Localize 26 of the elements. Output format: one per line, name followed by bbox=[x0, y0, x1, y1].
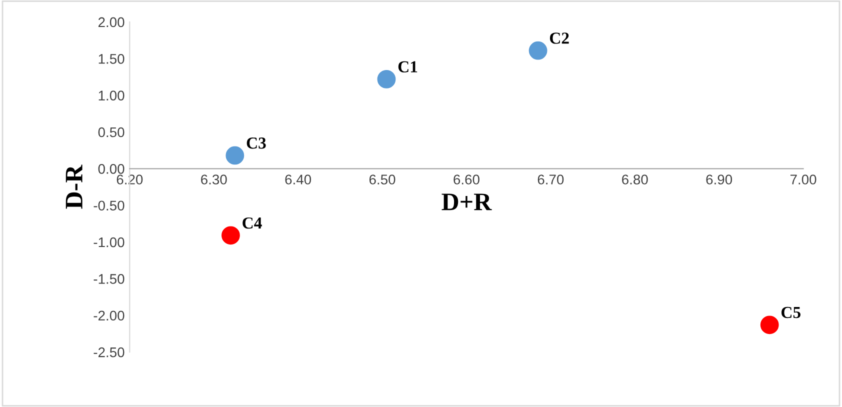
y-tick-label: 0.50 bbox=[98, 127, 124, 138]
x-tick-label: 6.60 bbox=[454, 174, 480, 184]
y-axis-title: D-R bbox=[66, 164, 82, 209]
annotation: C3 bbox=[246, 137, 266, 149]
annotation: C2 bbox=[550, 32, 569, 44]
x-tick-label: 6.20 bbox=[116, 174, 143, 184]
y-tick-label: 1.00 bbox=[98, 90, 124, 100]
x-tick-label: 6.70 bbox=[538, 174, 564, 184]
x-tick-label: 6.30 bbox=[201, 174, 227, 184]
x-tick-label: 6.50 bbox=[369, 174, 396, 184]
x-tick-label: 6.80 bbox=[622, 174, 648, 184]
annotation: C4 bbox=[242, 217, 262, 229]
annotation: C5 bbox=[782, 306, 800, 318]
annotation: C1 bbox=[398, 61, 418, 72]
y-tick-label: -0.50 bbox=[94, 200, 124, 211]
x-tick-label: 6.40 bbox=[285, 174, 312, 184]
y-tick-label: -2.00 bbox=[94, 310, 124, 321]
y-tick-label: 1.50 bbox=[98, 54, 124, 64]
y-tick-label: 0.00 bbox=[98, 164, 124, 174]
y-tick-label: -1.00 bbox=[94, 237, 124, 248]
y-tick-label: 2.00 bbox=[98, 17, 124, 28]
x-tick-label: 6.90 bbox=[706, 174, 732, 184]
y-tick-label: -1.50 bbox=[94, 274, 124, 284]
x-axis-title: D+R bbox=[442, 194, 492, 210]
x-tick-label: 7.00 bbox=[790, 174, 816, 184]
y-tick-label: -2.50 bbox=[94, 347, 124, 358]
